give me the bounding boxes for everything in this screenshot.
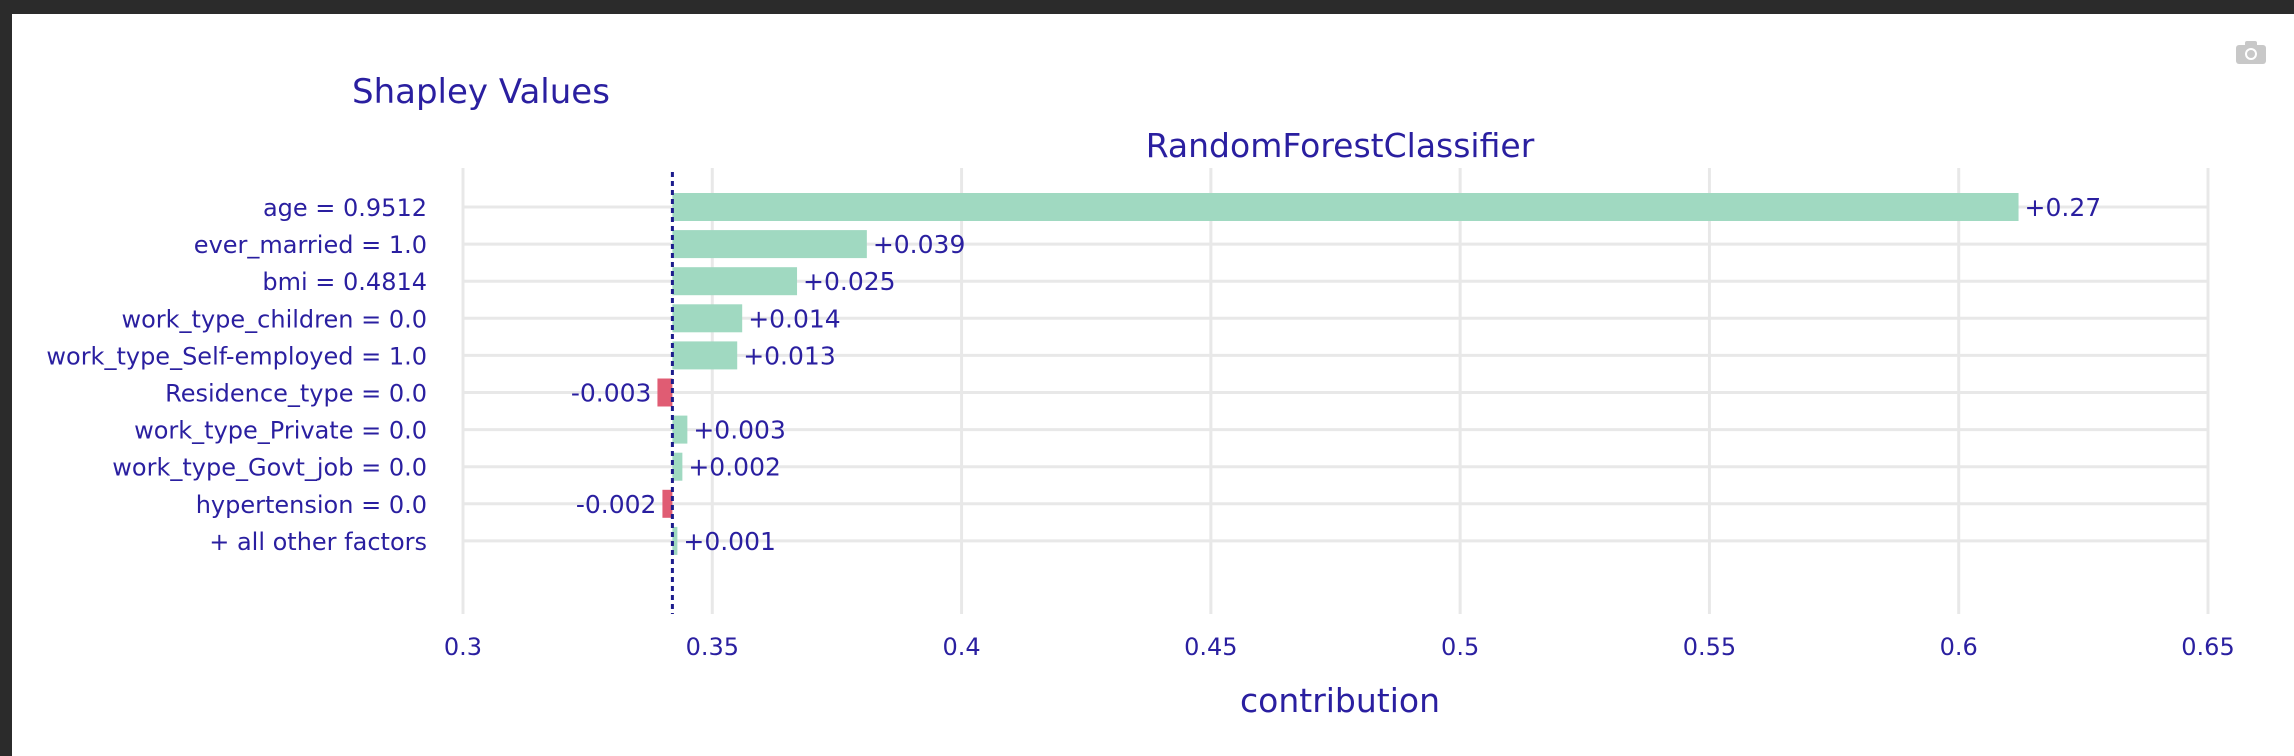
chart-subtitle: RandomForestClassifier — [1146, 126, 1535, 165]
x-tick-label: 0.65 — [2181, 633, 2234, 661]
y-tick-label: work_type_children = 0.0 — [121, 305, 427, 333]
y-tick-label: ever_married = 1.0 — [194, 231, 427, 259]
bars — [657, 193, 2019, 555]
y-tick-label: work_type_Govt_job = 0.0 — [112, 454, 427, 482]
bar — [672, 267, 798, 296]
plot-container: Shapley Values — [12, 14, 2294, 756]
bar-value-label: +0.002 — [688, 453, 781, 482]
bar — [672, 230, 867, 259]
y-tick-label: hypertension = 0.0 — [196, 491, 427, 519]
bar-value-label: +0.014 — [748, 304, 841, 333]
y-tick-label: + all other factors — [209, 528, 427, 556]
x-tick-label: 0.55 — [1683, 633, 1736, 661]
chart-title: Shapley Values — [352, 72, 610, 112]
x-tick-label: 0.4 — [942, 633, 980, 661]
x-tick-label: 0.45 — [1184, 633, 1237, 661]
bar — [672, 304, 743, 333]
bar — [672, 415, 688, 444]
bar-value-label: +0.025 — [803, 267, 896, 296]
x-tick-label: 0.3 — [444, 633, 482, 661]
bar — [672, 452, 683, 481]
bar-value-label: +0.039 — [873, 230, 966, 259]
bar-value-label: -0.002 — [576, 490, 657, 519]
x-tick-label: 0.5 — [1441, 633, 1479, 661]
bar — [662, 489, 673, 518]
bar-value-label: +0.013 — [743, 341, 836, 370]
bar — [672, 526, 678, 555]
bar-value-label: +0.001 — [683, 527, 776, 556]
y-tick-label: work_type_Self-employed = 1.0 — [46, 342, 427, 370]
bar-value-label: +0.27 — [2025, 193, 2102, 222]
bar — [657, 378, 673, 407]
bar-value-label: -0.003 — [571, 379, 652, 408]
y-tick-label: work_type_Private = 0.0 — [134, 417, 427, 445]
x-tick-labels: 0.3 0.35 0.4 0.45 0.5 0.55 0.6 0.65 — [444, 633, 2235, 661]
y-tick-labels: age = 0.9512 ever_married = 1.0 bmi = 0.48… — [46, 194, 427, 556]
x-tick-label: 0.35 — [686, 633, 739, 661]
bar — [672, 193, 2019, 221]
y-tick-label: age = 0.9512 — [263, 194, 427, 222]
bar-value-label: +0.003 — [693, 416, 786, 445]
x-axis-title: contribution — [1240, 681, 1440, 720]
x-tick-label: 0.6 — [1940, 633, 1978, 661]
bar-value-labels: +0.27 +0.039 +0.025 +0.014 +0.013 -0.003 +0.00… — [571, 193, 2101, 556]
y-tick-label: bmi = 0.4814 — [262, 268, 427, 296]
camera-icon[interactable] — [2234, 38, 2268, 66]
y-tick-label: Residence_type = 0.0 — [165, 380, 427, 408]
bar — [672, 341, 738, 370]
